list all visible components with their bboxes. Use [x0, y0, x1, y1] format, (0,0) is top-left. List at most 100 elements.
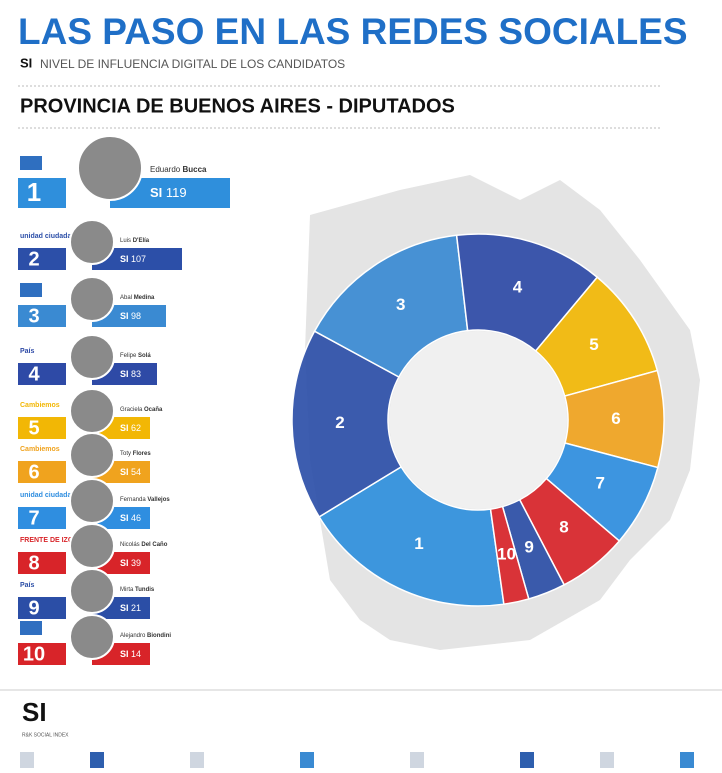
- value-label: SI 39: [120, 558, 141, 568]
- rank: 10: [23, 643, 45, 665]
- party-logo: [20, 621, 42, 635]
- rank: 3: [28, 305, 39, 327]
- segment-label: 7: [595, 474, 604, 493]
- segment-label: 8: [559, 517, 568, 536]
- rank-box: [18, 597, 66, 619]
- segment-label: 3: [396, 295, 405, 314]
- photo: [69, 614, 115, 660]
- value: 46: [131, 513, 141, 523]
- last-name: Solá: [138, 353, 151, 359]
- photo: [69, 334, 115, 380]
- donut-hole: [389, 331, 567, 509]
- party-logo: FRENTE DE IZQUIERDA: [20, 537, 100, 544]
- candidate-name: Toty Flores: [120, 451, 151, 457]
- candidate-name: Fernanda Vallejos: [120, 497, 170, 503]
- rank-box: [18, 417, 66, 439]
- last-name: Flores: [133, 451, 152, 457]
- candidate-name: Graciela Ocaña: [120, 407, 163, 413]
- rank: 5: [28, 417, 39, 439]
- party-logo: País: [20, 348, 35, 355]
- rank: 1: [27, 177, 41, 207]
- value: 14: [131, 649, 141, 659]
- first-name: Graciela: [120, 407, 143, 413]
- first-name: Luis: [120, 238, 131, 244]
- first-name: Mirta: [120, 587, 134, 593]
- first-name: Abal: [120, 295, 132, 301]
- rank: 7: [28, 507, 39, 529]
- value: 62: [131, 423, 141, 433]
- party-logo: Cambiemos: [20, 446, 60, 453]
- value-prefix: SI: [150, 185, 162, 200]
- party-logo: Cambiemos: [20, 402, 60, 409]
- last-name: Bucca: [182, 165, 207, 174]
- photo: [69, 523, 115, 569]
- candidate-name: Nicolás Del Caño: [120, 542, 168, 548]
- value-label: SI 21: [120, 603, 141, 613]
- rank-box: [18, 248, 66, 270]
- footer-logo: SI: [22, 697, 47, 727]
- value-prefix: SI: [120, 649, 129, 659]
- party-logo: [20, 156, 42, 170]
- value: 119: [166, 185, 187, 200]
- last-name: Del Caño: [141, 542, 167, 548]
- footer-brand: R&K SOCIAL INDEX: [22, 732, 69, 738]
- photo: [69, 276, 115, 322]
- photo: [69, 432, 115, 478]
- value-label: SI 98: [120, 311, 141, 321]
- value-prefix: SI: [120, 423, 129, 433]
- party-logo: unidad ciudadana: [20, 233, 80, 240]
- donut-segment: [318, 465, 505, 607]
- subtitle: NIVEL DE INFLUENCIA DIGITAL DE LOS CANDI…: [40, 57, 345, 71]
- last-name: Vallejos: [147, 497, 170, 503]
- candidate-name: Abal Medina: [120, 295, 155, 301]
- candidate-name: Eduardo Bucca: [150, 165, 207, 174]
- rank-box: [18, 643, 66, 665]
- first-name: Fernanda: [120, 497, 146, 503]
- value: 54: [131, 467, 141, 477]
- value-prefix: SI: [120, 311, 129, 321]
- segment-label: 10: [497, 545, 516, 564]
- value-prefix: SI: [120, 254, 129, 264]
- last-name: Medina: [134, 295, 155, 301]
- donut-segment: [291, 330, 403, 518]
- last-name: D'Elía: [133, 238, 150, 244]
- value-label: SI 46: [120, 513, 141, 523]
- last-name: Biondini: [147, 633, 171, 639]
- first-name: Toty: [120, 451, 131, 457]
- value-label: SI 83: [120, 369, 141, 379]
- first-name: Felipe: [120, 353, 137, 359]
- value: 107: [131, 254, 146, 264]
- footer-squares: [20, 752, 694, 768]
- value-label: SI 14: [120, 649, 141, 659]
- segment-label: 6: [611, 409, 620, 428]
- rank: 9: [28, 597, 39, 619]
- section-title: PROVINCIA DE BUENOS AIRES - DIPUTADOS: [20, 95, 455, 117]
- last-name: Ocaña: [144, 407, 163, 413]
- value-label: SI 62: [120, 423, 141, 433]
- rank: 4: [28, 363, 40, 385]
- rank-box: [18, 461, 66, 483]
- segment-label: 5: [589, 335, 598, 354]
- rank-box: [18, 178, 66, 208]
- value-prefix: SI: [120, 369, 129, 379]
- segment-label: 2: [335, 413, 344, 432]
- rank-box: [18, 305, 66, 327]
- rank: 8: [28, 552, 39, 574]
- value-label: SI 119: [150, 185, 187, 200]
- segment-label: 9: [524, 538, 533, 557]
- rank-box: [18, 552, 66, 574]
- first-name: Eduardo: [150, 165, 181, 174]
- donut-segment: [489, 505, 530, 606]
- rank-box: [18, 507, 66, 529]
- photo: [69, 388, 115, 434]
- first-name: Alejandro: [120, 633, 146, 639]
- last-name: Tundis: [135, 587, 155, 593]
- value: 83: [131, 369, 141, 379]
- party-logo: unidad ciudadana: [20, 492, 80, 499]
- value-label: SI 54: [120, 467, 141, 477]
- value-prefix: SI: [120, 558, 129, 568]
- value-label: SI 107: [120, 254, 146, 264]
- value-prefix: SI: [120, 603, 129, 613]
- party-logo: [20, 283, 42, 297]
